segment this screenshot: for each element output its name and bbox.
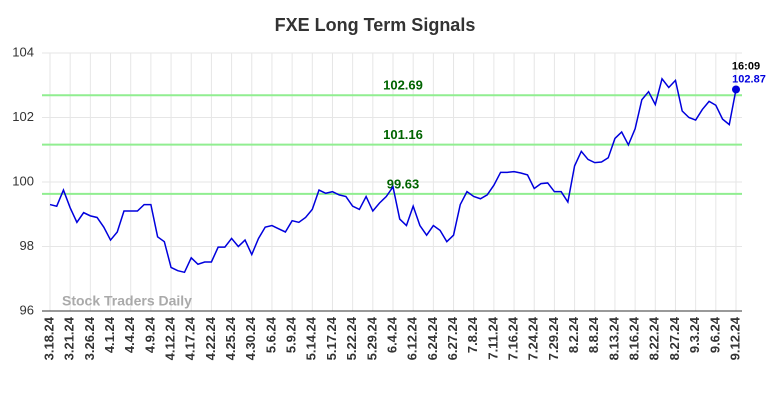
x-tick-label: 6.4.24 [384, 316, 399, 353]
x-tick-label: 6.24.24 [425, 316, 440, 360]
x-tick-label: 8.8.24 [586, 316, 601, 353]
x-tick-label: 5.14.24 [304, 316, 319, 360]
last-point [732, 85, 740, 94]
x-tick-label: 4.9.24 [142, 316, 157, 353]
x-tick-label: 6.12.24 [405, 316, 420, 360]
y-tick-label: 98 [20, 238, 34, 253]
x-tick-label: 5.9.24 [284, 316, 299, 353]
x-tick-label: 4.30.24 [243, 316, 258, 360]
x-tick-label: 8.22.24 [647, 316, 662, 360]
price-line [49, 77, 737, 274]
x-tick-label: 7.24.24 [526, 316, 541, 360]
x-tick-label: 5.29.24 [364, 316, 379, 360]
x-tick-label: 7.16.24 [505, 316, 520, 360]
x-tick-label: 4.22.24 [203, 316, 218, 360]
x-tick-label: 4.17.24 [183, 316, 198, 360]
x-tick-label: 5.17.24 [324, 316, 339, 360]
level-label: 101.16 [383, 127, 423, 142]
x-tick-label: 7.29.24 [546, 316, 561, 360]
x-tick-label: 8.27.24 [667, 316, 682, 360]
level-label: 99.63 [387, 176, 420, 191]
level-label: 102.69 [383, 78, 423, 93]
x-tick-label: 6.27.24 [445, 316, 460, 360]
last-value-label: 102.87 [732, 73, 766, 85]
x-tick-label: 4.1.24 [102, 316, 117, 353]
x-tick-label: 8.13.24 [606, 316, 621, 360]
x-tick-label: 4.4.24 [122, 316, 137, 353]
y-tick-label: 102 [12, 109, 34, 124]
x-tick-label: 7.11.24 [485, 316, 500, 359]
x-tick-label: 3.21.24 [62, 316, 77, 360]
x-tick-label: 9.12.24 [727, 316, 742, 360]
y-tick-label: 100 [12, 173, 34, 188]
x-tick-label: 3.26.24 [82, 316, 97, 360]
y-tick-label: 96 [20, 302, 34, 317]
x-tick-label: 8.16.24 [627, 316, 642, 360]
x-tick-label: 9.3.24 [687, 316, 702, 353]
x-tick-label: 3.18.24 [41, 316, 56, 360]
y-tick-label: 104 [12, 44, 34, 59]
chart-title: FXE Long Term Signals [275, 15, 476, 35]
x-tick-label: 9.6.24 [707, 316, 722, 353]
x-tick-label: 4.12.24 [162, 316, 177, 360]
x-tick-label: 5.6.24 [263, 316, 278, 353]
x-tick-label: 8.2.24 [566, 316, 581, 353]
watermark: Stock Traders Daily [62, 293, 192, 309]
last-time-label: 16:09 [732, 60, 760, 72]
x-tick-label: 5.22.24 [344, 316, 359, 360]
x-tick-label: 4.25.24 [223, 316, 238, 360]
x-tick-label: 7.8.24 [465, 316, 480, 353]
